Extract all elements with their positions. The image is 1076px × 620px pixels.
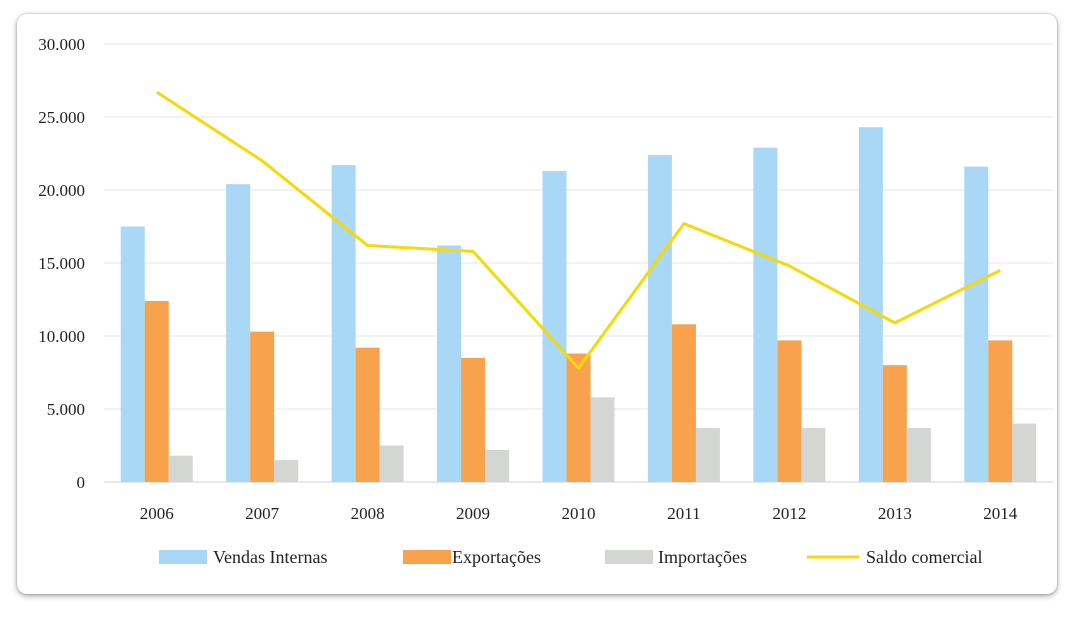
bar-exporta-es-2011 xyxy=(671,324,696,482)
bar-vendas-internas-2007 xyxy=(226,184,251,482)
x-tick-label: 2014 xyxy=(983,504,1018,523)
x-tick-label: 2006 xyxy=(140,504,174,523)
bar-exporta-es-2014 xyxy=(988,340,1013,482)
bar-exporta-es-2012 xyxy=(777,340,802,482)
bar-importa-es-2014 xyxy=(1012,423,1037,482)
bar-exporta-es-2009 xyxy=(461,357,486,482)
y-tick-label: 0 xyxy=(77,473,86,492)
x-tick-label: 2012 xyxy=(772,504,806,523)
y-tick-label: 10.000 xyxy=(38,327,85,346)
bar-vendas-internas-2008 xyxy=(331,165,356,482)
legend-label: Importações xyxy=(658,547,747,567)
bar-importa-es-2009 xyxy=(485,449,510,482)
line-saldo-comercial xyxy=(155,90,1001,370)
x-tick-label: 2007 xyxy=(245,504,280,523)
legend-label: Saldo comercial xyxy=(866,547,982,567)
bar-importa-es-2013 xyxy=(906,427,931,482)
y-tick-label: 30.000 xyxy=(38,35,85,54)
x-tick-label: 2010 xyxy=(562,504,596,523)
bar-exporta-es-2013 xyxy=(882,365,907,482)
line-series xyxy=(155,90,1001,370)
bar-importa-es-2012 xyxy=(801,427,826,482)
legend-label: Exportações xyxy=(452,547,541,567)
bar-importa-es-2006 xyxy=(168,455,193,482)
bar-vendas-internas-2012 xyxy=(753,147,778,482)
bar-vendas-internas-2014 xyxy=(964,166,989,482)
bar-exporta-es-2007 xyxy=(250,331,275,482)
y-tick-label: 20.000 xyxy=(38,181,85,200)
bar-vendas-internas-2011 xyxy=(647,154,672,482)
y-tick-label: 25.000 xyxy=(38,108,85,127)
bar-vendas-internas-2009 xyxy=(437,245,462,482)
y-tick-label: 15.000 xyxy=(38,254,85,273)
bar-exporta-es-2008 xyxy=(355,347,380,482)
x-tick-label: 2009 xyxy=(456,504,490,523)
legend: Vendas Internas Exportações Importações Sal… xyxy=(159,547,982,567)
chart-frame xyxy=(17,14,1057,594)
legend-label: Vendas Internas xyxy=(213,547,327,567)
x-tick-label: 2008 xyxy=(351,504,385,523)
bar-exporta-es-2006 xyxy=(144,300,169,482)
bar-importa-es-2010 xyxy=(590,397,615,482)
x-tick-label: 2011 xyxy=(667,504,700,523)
x-axis: 2006 2007 2008 2009 2010 2011 2012 2013 2014 xyxy=(140,504,1018,523)
bar-vendas-internas-2006 xyxy=(120,226,145,482)
bar-importa-es-2007 xyxy=(274,460,299,482)
y-axis: 0 5.000 10.000 15.000 20.000 25.000 30.000 xyxy=(38,35,85,492)
bar-importa-es-2008 xyxy=(379,445,404,482)
y-tick-label: 5.000 xyxy=(47,400,85,419)
legend-swatch xyxy=(159,550,207,564)
x-tick-label: 2013 xyxy=(878,504,912,523)
legend-swatch xyxy=(605,550,653,564)
legend-swatch xyxy=(403,550,451,564)
bar-exporta-es-2010 xyxy=(566,353,591,482)
bar-importa-es-2011 xyxy=(695,427,720,482)
bars xyxy=(120,127,1037,482)
bar-vendas-internas-2010 xyxy=(542,171,567,482)
